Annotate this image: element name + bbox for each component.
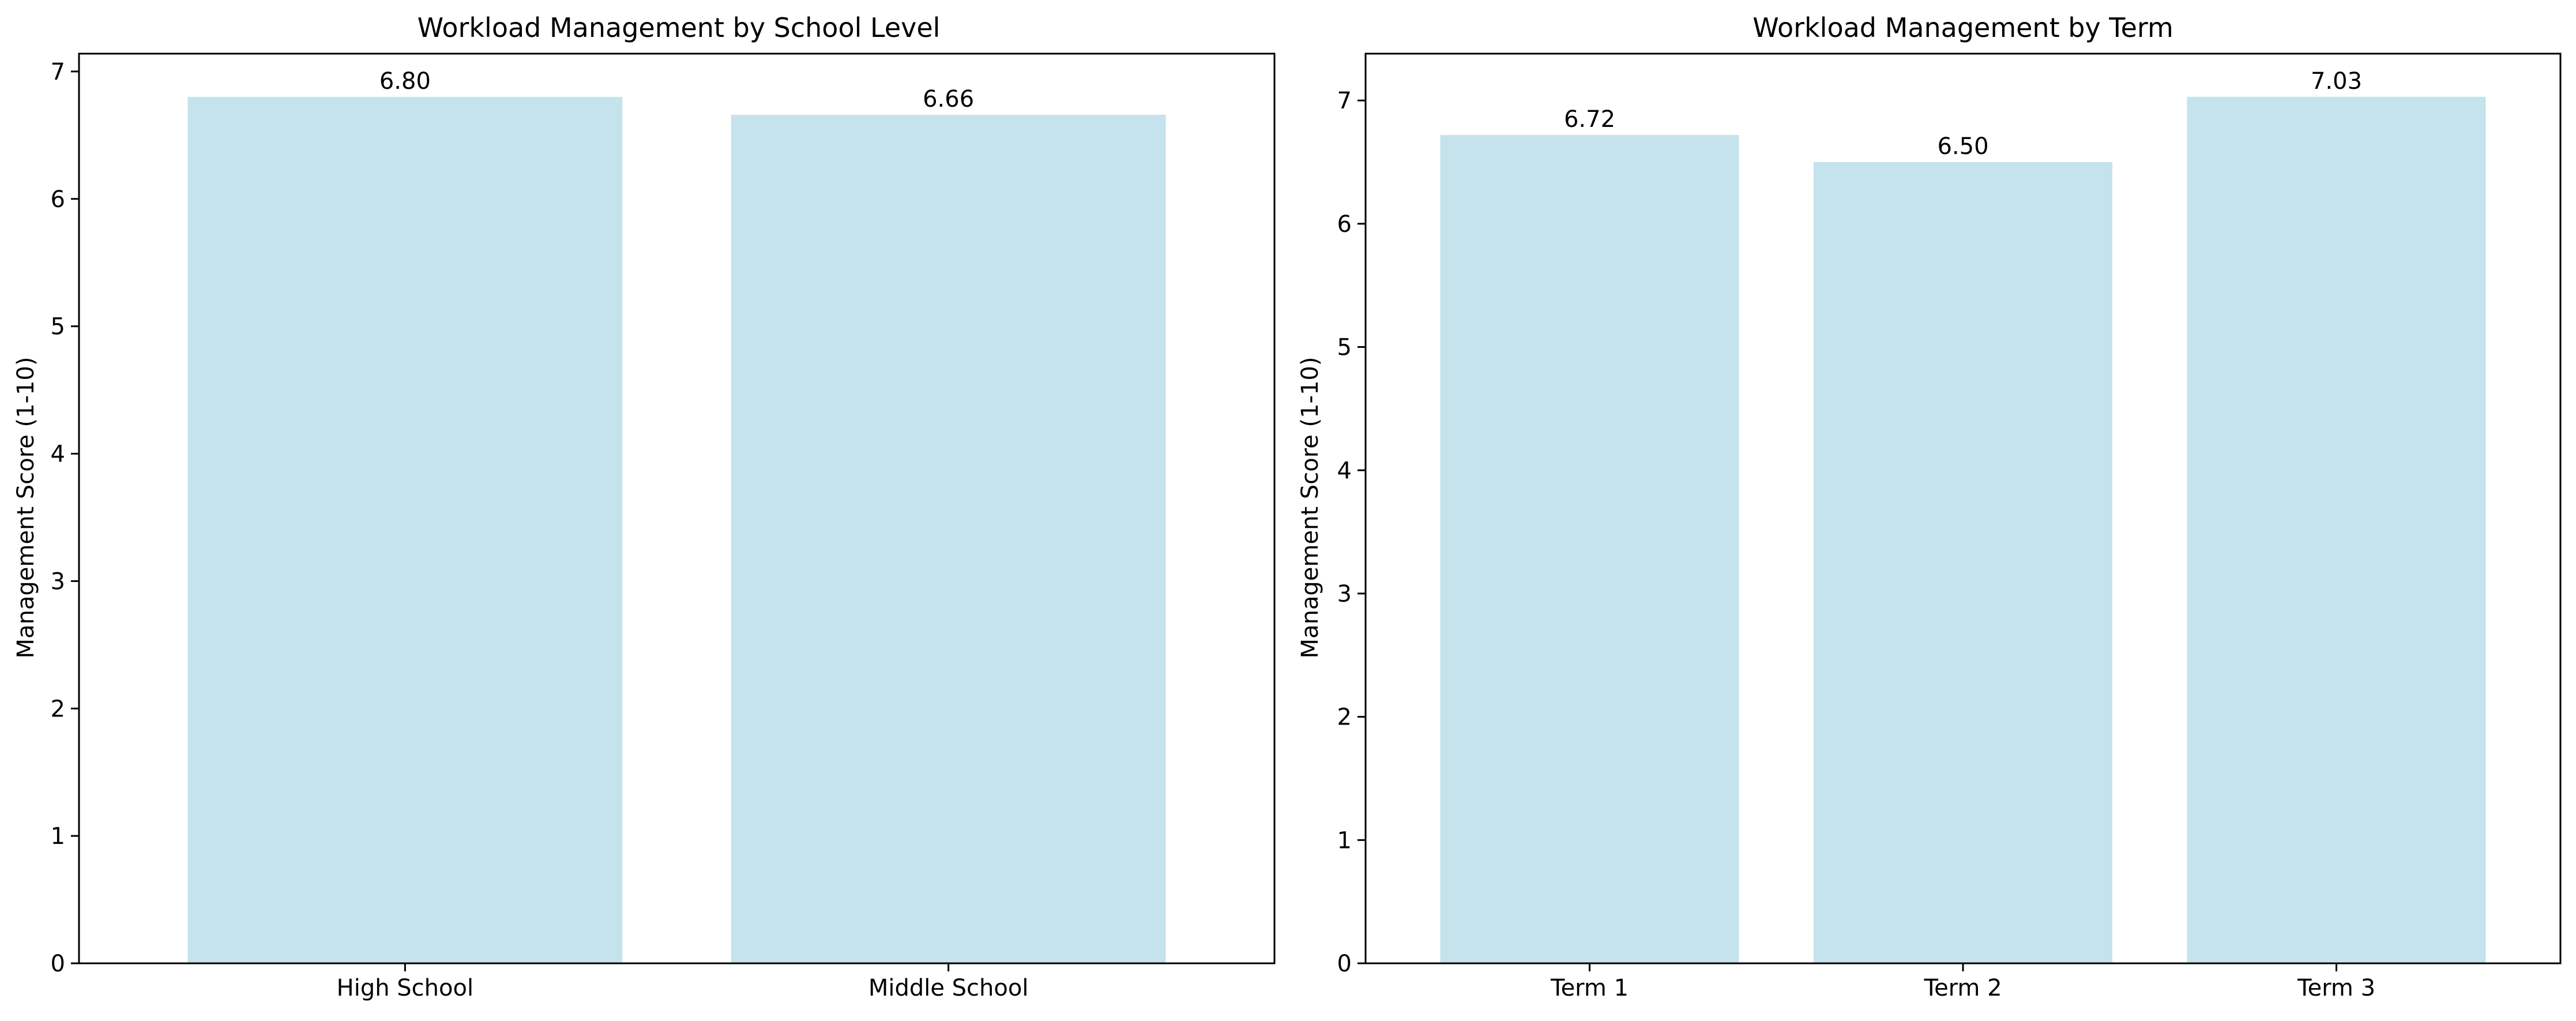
bars xyxy=(1440,96,2486,964)
value-labels: 6.80 6.66 xyxy=(379,68,974,112)
bar xyxy=(731,115,1166,963)
bars xyxy=(187,97,1166,964)
y-tick-label: 3 xyxy=(51,568,65,595)
y-tick-label: 2 xyxy=(51,696,65,722)
x-tick-label: Middle School xyxy=(868,975,1029,1001)
y-tick-label: 3 xyxy=(1337,581,1352,607)
y-tick-label: 5 xyxy=(51,314,65,340)
bar xyxy=(1814,162,2112,964)
x-axis: Term 1 Term 2 Term 3 xyxy=(1550,963,2375,1001)
x-tick-label: Term 3 xyxy=(2297,975,2375,1001)
chart-title: Workload Management by Term xyxy=(1753,12,2173,43)
y-tick-label: 0 xyxy=(51,951,65,977)
y-axis: 0 1 2 3 4 5 6 7 xyxy=(51,59,79,977)
y-tick-label: 6 xyxy=(51,186,65,213)
x-tick-label: Term 1 xyxy=(1550,975,1629,1001)
chart-term: Workload Management by Term Management S… xyxy=(1297,12,2562,1001)
x-tick-label: Term 2 xyxy=(1923,975,2002,1001)
y-tick-label: 2 xyxy=(1337,704,1352,731)
y-axis: 0 1 2 3 4 5 6 7 xyxy=(1337,88,1366,977)
y-tick-label: 0 xyxy=(1337,951,1352,977)
y-tick-label: 1 xyxy=(1337,827,1352,854)
data-label: 6.50 xyxy=(1937,133,1988,160)
chart-school-level: Workload Management by School Level Mana… xyxy=(13,12,1276,1001)
x-axis: High School Middle School xyxy=(337,963,1029,1001)
y-tick-label: 4 xyxy=(1337,457,1352,484)
y-tick-label: 5 xyxy=(1337,335,1352,361)
y-axis-label: Management Score (1-10) xyxy=(1297,357,1323,659)
data-label: 6.80 xyxy=(379,68,431,95)
plot-frame xyxy=(1364,52,2562,964)
chart-title: Workload Management by School Level xyxy=(418,12,941,43)
y-tick-label: 7 xyxy=(1337,88,1352,114)
data-label: 7.03 xyxy=(2311,68,2362,95)
bar xyxy=(1440,135,1739,964)
y-tick-label: 4 xyxy=(51,441,65,468)
y-tick-label: 6 xyxy=(1337,211,1352,238)
y-tick-label: 1 xyxy=(51,823,65,850)
y-axis-label: Management Score (1-10) xyxy=(13,357,39,659)
bar xyxy=(187,97,623,964)
data-label: 6.72 xyxy=(1564,106,1615,133)
y-tick-label: 7 xyxy=(51,59,65,85)
bar xyxy=(2187,96,2486,963)
plot-frame xyxy=(78,52,1276,964)
data-label: 6.66 xyxy=(923,86,974,112)
x-tick-label: High School xyxy=(337,975,473,1001)
value-labels: 6.72 6.50 7.03 xyxy=(1564,68,2362,160)
